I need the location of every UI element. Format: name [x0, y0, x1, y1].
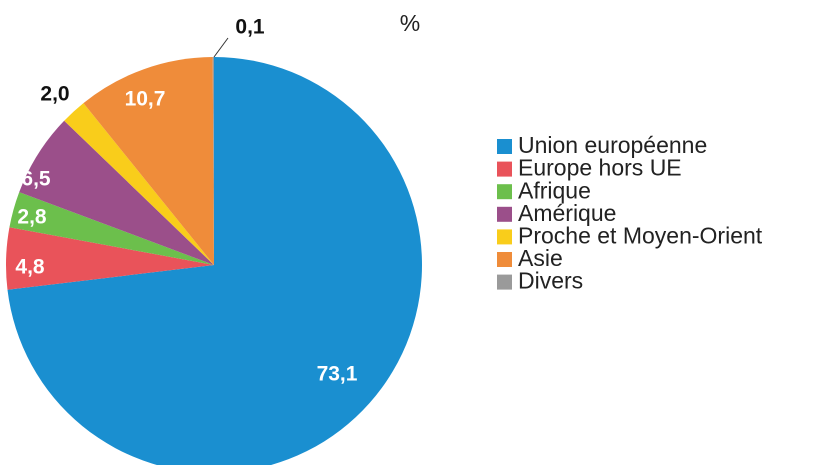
pie-slice [7, 57, 422, 465]
pie-slice [9, 192, 215, 265]
legend-swatch [497, 252, 512, 267]
legend-label: Afrique [518, 177, 591, 203]
value-label: 0,1 [235, 16, 265, 39]
pie-slice [212, 57, 214, 265]
legend-label: Europe hors UE [518, 155, 682, 181]
value-label: 73,1 [317, 363, 358, 386]
legend-label: Asie [518, 245, 563, 271]
value-label: 10,7 [125, 88, 166, 111]
pie-slice [6, 227, 215, 290]
legend-swatch [497, 274, 512, 290]
legend-swatch [497, 206, 512, 222]
legend-label: Proche et Moyen-Orient [518, 222, 763, 248]
legend-swatch [497, 139, 512, 154]
pie-slice [64, 103, 214, 266]
leader-line [213, 37, 229, 58]
value-label: 2,8 [17, 206, 47, 229]
pie-slice [19, 120, 214, 265]
unit-label: % [400, 10, 420, 36]
legend-swatch [497, 161, 512, 177]
value-label: 2,0 [40, 83, 69, 106]
legend-label: Union européenne [518, 132, 707, 158]
legend-swatch [497, 184, 512, 200]
value-label: 4,8 [15, 256, 45, 279]
legend-label: Divers [518, 268, 583, 294]
pie-slice [83, 57, 215, 265]
legend-label: Amérique [518, 200, 616, 226]
value-label: 6,5 [21, 168, 51, 191]
legend-swatch [497, 229, 512, 245]
